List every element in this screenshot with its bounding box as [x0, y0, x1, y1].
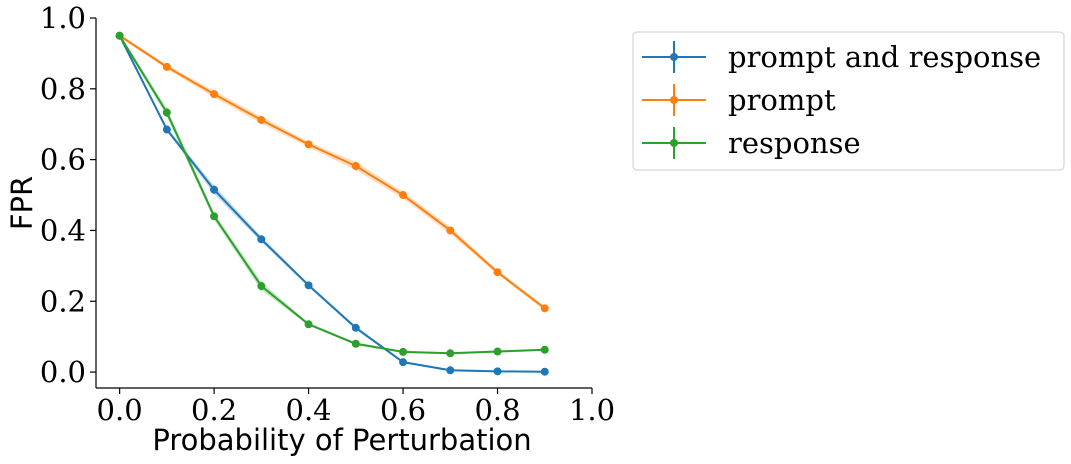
y-tick-label: 0.8	[40, 72, 86, 106]
x-tick-label: 0.8	[474, 393, 520, 427]
data-point	[399, 358, 408, 367]
legend-item: prompt and response	[642, 40, 1041, 74]
data-point	[257, 282, 266, 291]
x-axis-label: Probability of Perturbation	[152, 423, 531, 457]
data-point	[493, 268, 502, 277]
plot-area	[115, 31, 549, 376]
y-axis-label: FPR	[5, 176, 39, 230]
series-2	[115, 31, 549, 358]
x-tick-label: 0.4	[286, 393, 332, 427]
series-line	[119, 34, 546, 310]
data-point	[162, 62, 171, 71]
x-tick-label: 1.0	[569, 393, 615, 427]
data-point	[493, 347, 502, 356]
data-point	[210, 90, 219, 99]
data-point	[162, 108, 171, 117]
y-tick-label: 1.0	[40, 1, 86, 35]
legend-box	[632, 31, 1065, 171]
data-point	[540, 367, 549, 376]
data-point	[257, 235, 266, 244]
data-point	[446, 226, 455, 235]
series-1	[115, 31, 549, 313]
legend-swatch-marker	[670, 139, 678, 147]
data-point	[351, 323, 360, 332]
data-point	[115, 31, 124, 40]
y-tick-label: 0.0	[40, 355, 86, 389]
y-tick-label: 0.4	[40, 213, 86, 247]
legend-item: prompt	[642, 83, 836, 117]
data-point	[399, 347, 408, 356]
data-point	[446, 366, 455, 375]
y-tick-label: 0.6	[40, 143, 86, 177]
series-line	[118, 35, 545, 373]
data-point	[540, 345, 549, 354]
y-tick-label: 0.2	[40, 284, 86, 318]
legend-swatch-marker	[670, 53, 678, 61]
data-point	[540, 304, 549, 313]
axes: 0.0 0.2 0.4 0.6 0.8 1.0 0.0 0.2 0.4 0.6 0.8 1.0 Prob…	[5, 1, 615, 457]
data-point	[399, 191, 408, 200]
data-point	[257, 115, 266, 124]
legend-label: prompt	[728, 83, 836, 117]
confidence-band	[119, 33, 545, 373]
data-point	[210, 212, 219, 221]
data-point	[493, 367, 502, 376]
x-tick-label: 0.6	[380, 393, 426, 427]
series-line	[118, 35, 545, 355]
series-0	[115, 31, 549, 376]
data-point	[304, 140, 313, 149]
confidence-band	[119, 33, 545, 311]
data-point	[304, 320, 313, 329]
legend-label: response	[728, 126, 861, 160]
x-tick-label: 0.2	[191, 393, 237, 427]
data-point	[446, 349, 455, 358]
legend: prompt and response prompt response	[632, 31, 1065, 171]
data-point	[210, 185, 219, 194]
x-tick-label: 0.0	[97, 393, 143, 427]
legend-label: prompt and response	[728, 40, 1041, 74]
data-point	[351, 162, 360, 170]
legend-item: response	[642, 126, 861, 160]
data-point	[304, 281, 313, 290]
data-point	[162, 125, 171, 134]
data-point	[351, 339, 360, 348]
legend-swatch-marker	[670, 96, 678, 104]
